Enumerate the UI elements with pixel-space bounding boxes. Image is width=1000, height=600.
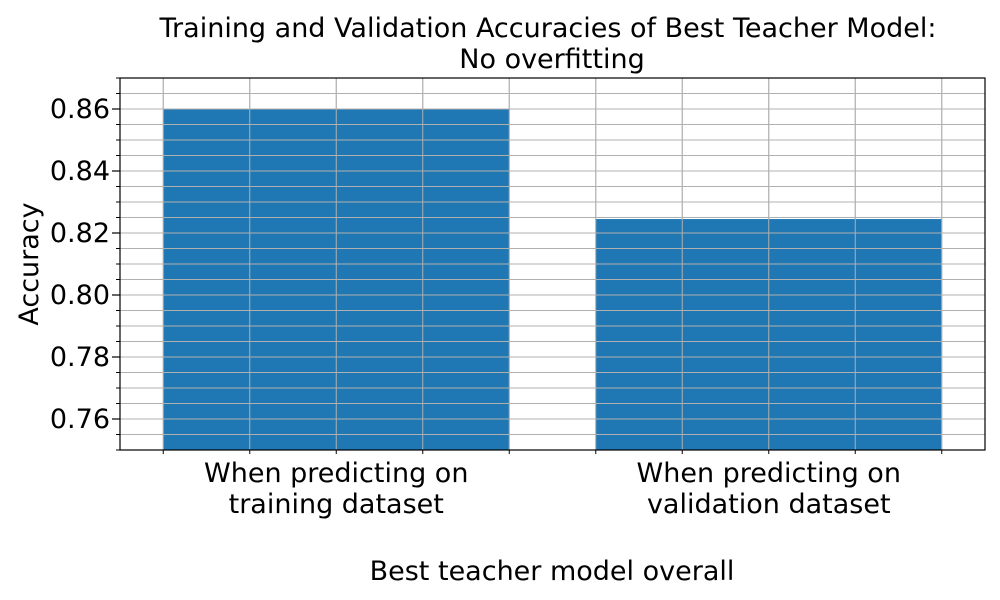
y-tick-label: 0.80 <box>50 280 110 311</box>
x-tick-label: validation dataset <box>647 489 891 520</box>
y-tick-label: 0.76 <box>50 404 110 435</box>
chart-title-line-1: Training and Validation Accuracies of Be… <box>159 13 937 44</box>
x-axis-label: Best teacher model overall <box>370 556 735 587</box>
text-layer: Training and Validation Accuracies of Be… <box>14 13 936 587</box>
y-tick-label: 0.82 <box>50 218 110 249</box>
x-tick-label: When predicting on <box>204 458 468 489</box>
grid-overlay-layer <box>120 77 985 451</box>
y-axis-label: Accuracy <box>14 202 45 325</box>
x-tick-label: When predicting on <box>637 458 901 489</box>
y-tick-label: 0.84 <box>50 156 110 187</box>
y-tick-label: 0.86 <box>50 94 110 125</box>
y-tick-label: 0.78 <box>50 342 110 373</box>
x-tick-label: training dataset <box>229 489 444 520</box>
chart-title-line-2: No overfitting <box>459 44 644 75</box>
axes-layer <box>112 77 986 454</box>
